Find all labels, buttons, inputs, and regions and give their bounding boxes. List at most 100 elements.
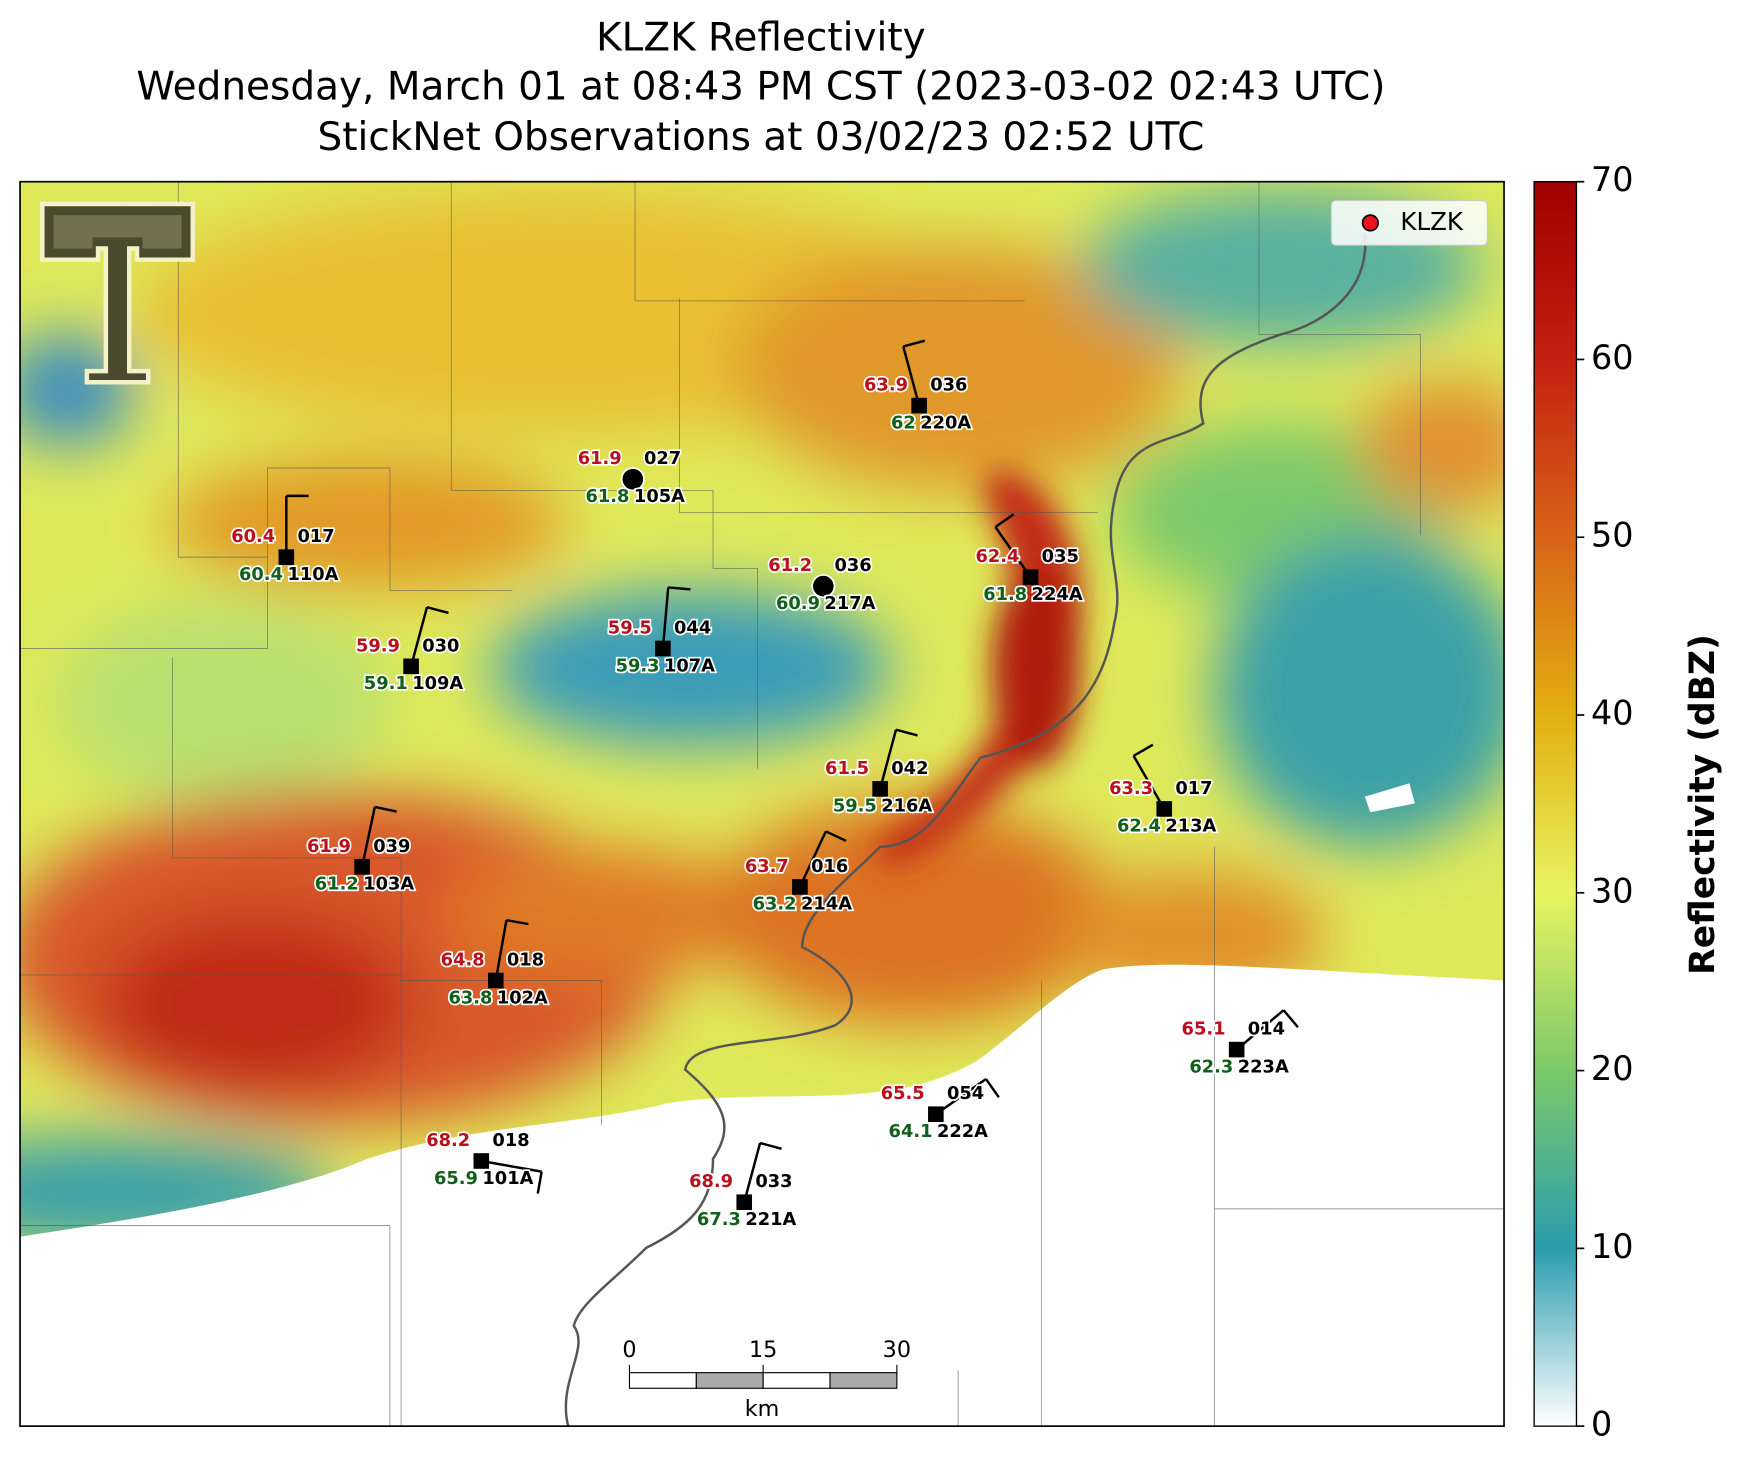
station-id: 107A	[664, 655, 715, 676]
station-id: 109A	[412, 673, 463, 694]
radar-field	[20, 181, 1505, 1427]
station-marker	[1228, 1041, 1245, 1058]
wind-barb	[374, 805, 397, 813]
station: 63.3 017 62.4 213A	[1107, 743, 1218, 838]
station-code: 016	[811, 856, 848, 877]
dewpoint: 63.2	[753, 894, 797, 915]
station-code: 014	[1248, 1019, 1285, 1040]
station-code: 027	[644, 448, 681, 469]
dewpoint: 59.1	[364, 673, 408, 694]
scale-unit: km	[745, 1396, 780, 1422]
dewpoint: 65.9	[434, 1168, 478, 1189]
station-marker	[928, 1106, 944, 1122]
wind-barb	[798, 830, 827, 888]
wind-barb	[743, 1142, 762, 1203]
wind-barb	[759, 1141, 782, 1150]
wind-barb	[902, 339, 926, 348]
station-id: 221A	[745, 1209, 796, 1230]
station-code: 042	[891, 758, 928, 779]
station-marker	[473, 1153, 490, 1169]
station: 61.5 042 59.5 216A	[823, 728, 934, 818]
legend-label: KLZK	[1400, 207, 1463, 236]
title-line: KLZK Reflectivity	[596, 16, 926, 61]
station-id: 222A	[937, 1121, 988, 1142]
station-code: 018	[507, 949, 544, 970]
wind-barb	[1132, 743, 1154, 757]
station: 62.4 035 61.8 224A	[974, 513, 1085, 607]
station: 63.9 036 62 220A	[862, 339, 973, 435]
colorbar-tick-label: 0	[1591, 1405, 1612, 1444]
station-id: 223A	[1238, 1056, 1289, 1077]
station-id: 220A	[920, 412, 971, 433]
station-marker	[1156, 801, 1173, 817]
station-code: 054	[947, 1083, 984, 1104]
station-id: 224A	[1032, 584, 1083, 605]
colorbar-tick-label: 60	[1591, 338, 1634, 377]
temperature: 64.8	[441, 949, 485, 970]
temperature: 65.5	[881, 1083, 925, 1104]
temperature: 61.2	[768, 555, 812, 576]
station: 59.9 030 59.1 109A	[354, 605, 465, 696]
station-code: 017	[297, 526, 334, 547]
wind-barb	[481, 1159, 542, 1173]
temperature: 61.5	[825, 758, 869, 779]
station-marker	[1022, 569, 1039, 585]
wind-barb	[825, 830, 847, 842]
scale-tick-label: 0	[622, 1337, 636, 1363]
colorbar: Reflectivity (dBZ) 0 10 20 30 40 50 60 70	[1533, 160, 1723, 1444]
colorbar-tick-label: 30	[1591, 871, 1634, 910]
wind-barb	[661, 587, 670, 649]
station-marker	[354, 859, 370, 875]
wind-barb	[985, 1078, 1000, 1099]
dewpoint: 60.4	[239, 564, 283, 585]
temperature: 63.3	[1109, 778, 1153, 799]
station-id: 102A	[497, 987, 548, 1008]
wind-barb	[994, 526, 1032, 578]
station-id: 103A	[363, 874, 414, 895]
station-id: 110A	[287, 564, 338, 585]
station-marker	[403, 658, 419, 675]
station-code: 033	[755, 1171, 792, 1192]
scale-tick-label: 30	[883, 1337, 911, 1363]
wind-barb	[536, 1171, 543, 1194]
dewpoint: 64.1	[889, 1121, 933, 1142]
station-marker	[620, 467, 645, 492]
station-code: 017	[1175, 778, 1212, 799]
colorbar-tick-label: 70	[1591, 160, 1634, 199]
colorbar-tick-label: 50	[1591, 516, 1634, 555]
temperature: 62.4	[975, 546, 1019, 567]
temperature: 59.9	[356, 635, 400, 656]
station-marker	[792, 879, 808, 895]
station: 68.2 018 65.9 101A	[425, 1128, 543, 1194]
wind-barb	[360, 806, 377, 868]
legend: KLZK	[1330, 200, 1488, 246]
station-code: 036	[930, 375, 967, 396]
station: 65.5 054 64.1 222A	[879, 1078, 1000, 1144]
station-id: 214A	[801, 894, 852, 915]
colorbar-tick-label: 20	[1591, 1049, 1634, 1088]
colorbar-tick-label: 40	[1591, 694, 1634, 733]
station-id: 101A	[482, 1168, 533, 1189]
scale-segment	[762, 1372, 831, 1389]
temperature: 60.4	[231, 526, 275, 547]
station: 65.1 014 62.3 223A	[1180, 1009, 1299, 1079]
wind-barb	[506, 918, 529, 926]
wind-barb	[878, 729, 898, 790]
temperature: 63.7	[745, 856, 789, 877]
scale-segment	[628, 1372, 697, 1389]
station-code: 044	[674, 617, 711, 638]
wind-barb	[668, 586, 691, 591]
wind-barb	[895, 728, 918, 737]
station: 59.5 044 59.3 107A	[606, 586, 717, 678]
station-marker	[278, 549, 295, 565]
wind-barb	[494, 919, 508, 981]
station-id: 217A	[824, 593, 875, 614]
station-marker	[487, 972, 504, 989]
dewpoint: 61.8	[983, 584, 1027, 605]
dewpoint: 61.2	[315, 874, 359, 895]
dewpoint: 62	[891, 412, 916, 433]
station-marker	[911, 397, 927, 414]
station-marker	[655, 640, 671, 657]
colorbar-tick-label: 10	[1591, 1227, 1634, 1266]
